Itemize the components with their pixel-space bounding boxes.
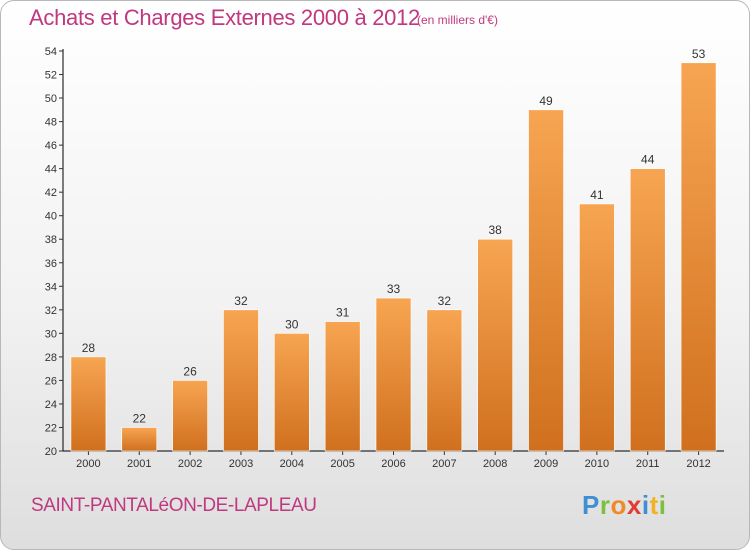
bars	[70, 62, 717, 452]
x-tick-label: 2012	[686, 458, 710, 470]
data-label: 44	[641, 153, 655, 167]
y-tick-label: 32	[45, 305, 57, 317]
data-label: 30	[285, 317, 299, 331]
bar-2002	[172, 380, 208, 452]
y-tick-label: 50	[45, 93, 57, 105]
data-label: 32	[438, 294, 452, 308]
bar-2009	[528, 109, 564, 452]
x-tick-label: 2002	[178, 458, 202, 470]
x-tick-label: 2007	[432, 458, 456, 470]
y-tick-label: 40	[45, 211, 57, 223]
y-tick-label: 54	[45, 46, 57, 58]
x-tick-label: 2008	[483, 458, 507, 470]
y-tick-label: 38	[45, 234, 57, 246]
data-label: 26	[183, 364, 197, 378]
data-label: 49	[539, 94, 553, 108]
x-tick-label: 2011	[636, 458, 660, 470]
logo-letter: P	[582, 490, 600, 520]
data-label: 33	[387, 282, 401, 296]
logo-letter: r	[599, 490, 611, 520]
y-tick-label: 20	[45, 446, 57, 458]
data-label: 22	[133, 411, 147, 425]
y-tick-label: 26	[45, 375, 57, 387]
bar-2007	[426, 309, 463, 452]
data-label: 31	[336, 306, 350, 320]
y-tick-label: 42	[45, 187, 57, 199]
y-tick-label: 52	[45, 70, 57, 82]
y-tick-label: 36	[45, 258, 57, 270]
x-tick-label: 2006	[381, 458, 405, 470]
y-tick-label: 22	[45, 422, 57, 434]
logo-letter: i	[658, 490, 667, 520]
y-tick-label: 48	[45, 117, 57, 129]
y-tick-label: 46	[45, 140, 57, 152]
y-tick-label: 30	[45, 328, 57, 340]
x-tick-label: 2004	[280, 458, 304, 470]
data-label: 41	[590, 188, 604, 202]
logo-letter: x	[626, 490, 642, 520]
bar-2000	[70, 356, 107, 452]
chart-subtitle: (en milliers d'€)	[417, 13, 498, 27]
bar-2008	[477, 238, 513, 452]
x-axis: 2000 2001 2002 2003 2004 2005 2006 2007 2008 2009…	[63, 450, 724, 470]
x-tick-label: 2005	[330, 458, 354, 470]
bar-2011	[629, 168, 666, 452]
data-labels: 28 22 26 32 30 31 33 32 38 49 41 44 53	[82, 47, 706, 426]
x-tick-label: 2000	[76, 458, 100, 470]
y-axis: 20 22 24 26 28 30 32 34 36 38 40 42 44 46 48 50 52 54	[45, 46, 64, 458]
y-tick-label: 44	[45, 164, 57, 176]
bar-2005	[324, 321, 361, 452]
bar-2010	[579, 203, 615, 452]
y-tick-label: 24	[45, 399, 57, 411]
logo-letter: t	[649, 490, 659, 520]
x-tick-label: 2009	[534, 458, 558, 470]
y-tick-label: 28	[45, 352, 57, 364]
bar-2012	[680, 62, 717, 452]
x-tick-label: 2010	[585, 458, 609, 470]
commune-name: SAINT-PANTALéON-DE-LAPLEAU	[31, 495, 317, 516]
bar-2006	[375, 297, 412, 452]
x-tick-label: 2003	[229, 458, 253, 470]
data-label: 28	[82, 341, 96, 355]
proxiti-logo: Proxiti	[582, 490, 666, 521]
logo-letter: i	[641, 490, 650, 520]
chart-title: Achats et Charges Externes 2000 à 2012	[29, 5, 420, 30]
x-tick-label: 2001	[127, 458, 151, 470]
logo-letter: o	[610, 490, 627, 520]
bar-2004	[274, 333, 310, 452]
data-label: 32	[234, 294, 248, 308]
data-label: 38	[489, 223, 503, 237]
y-tick-label: 34	[45, 281, 57, 293]
data-label: 53	[692, 47, 706, 61]
bar-2003	[223, 309, 259, 452]
bar-2001	[121, 427, 158, 452]
